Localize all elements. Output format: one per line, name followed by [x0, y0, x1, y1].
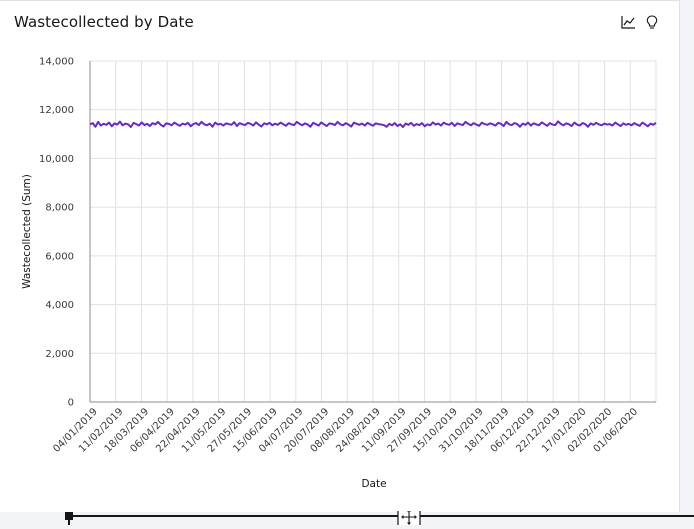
line-chart: 02,0004,0006,0008,00010,00012,00014,000 …	[21, 57, 657, 490]
y-tick-label: 2,000	[45, 349, 74, 360]
y-tick-label: 0	[68, 398, 74, 409]
lightbulb-icon	[646, 14, 658, 29]
insights-button[interactable]	[643, 13, 661, 31]
y-tick-label: 10,000	[39, 154, 74, 165]
series-line[interactable]	[89, 120, 657, 129]
line-chart-icon	[620, 16, 635, 29]
chart-type-button[interactable]	[619, 13, 637, 31]
y-tick-label: 14,000	[39, 57, 74, 68]
move-icon[interactable]	[397, 505, 421, 529]
chart-title: Wastecollected by Date	[14, 13, 194, 31]
y-axis: 0 2,000 4,000 6,000 8,000 10,000 12,000 14,000	[39, 57, 74, 409]
y-tick-label: 12,000	[39, 105, 74, 116]
y-tick-label: 8,000	[45, 203, 74, 214]
y-tick-label: 4,000	[45, 300, 74, 311]
grid-lines	[90, 60, 657, 402]
chart-card: Wastecollected by Date 0 2,000 4,000 6,000 8…	[0, 0, 680, 512]
y-axis-title: Wastecollected (Sum)	[21, 174, 33, 289]
x-axis: 04/01/201911/02/201918/03/201906/04/2019…	[51, 406, 640, 455]
x-axis-title: Date	[361, 478, 386, 490]
resize-bar	[0, 505, 694, 529]
y-tick-label: 6,000	[45, 251, 74, 262]
